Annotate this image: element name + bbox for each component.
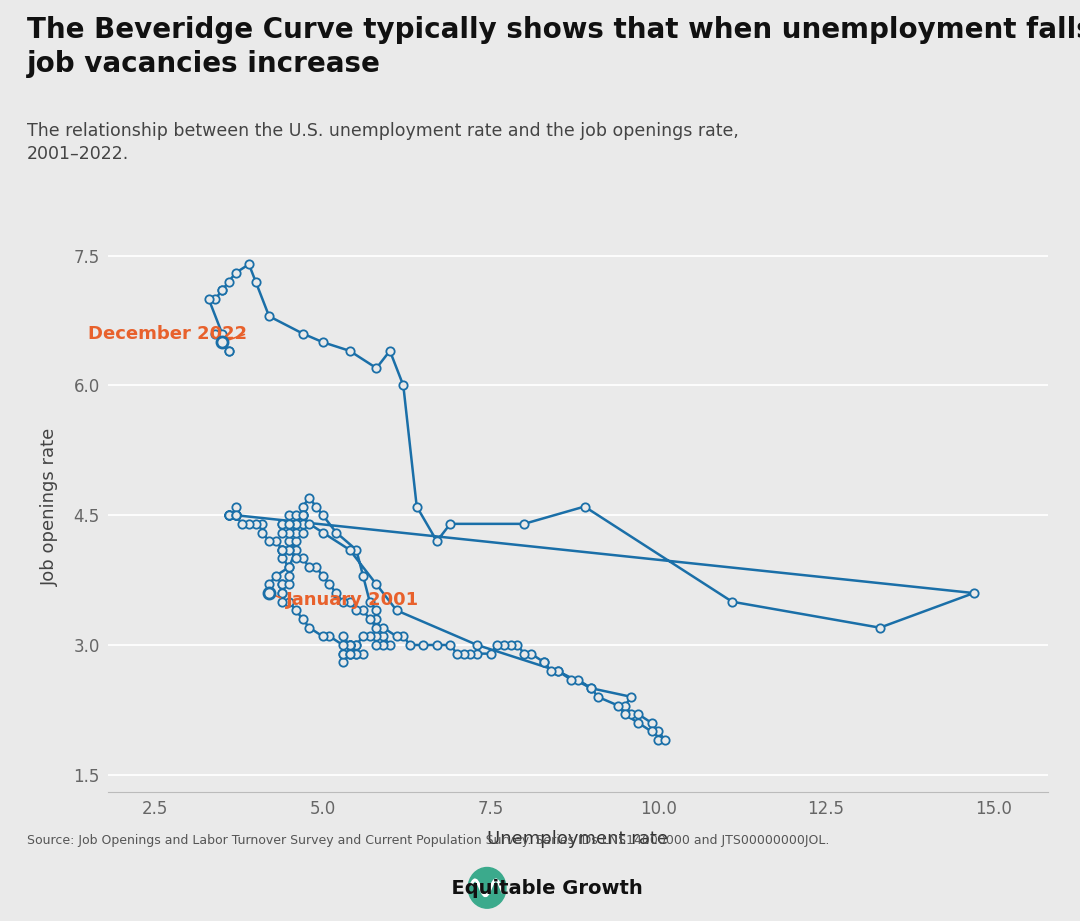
Text: The Beveridge Curve typically shows that when unemployment falls,
job vacancies : The Beveridge Curve typically shows that… bbox=[27, 17, 1080, 77]
Circle shape bbox=[469, 868, 505, 908]
Text: December 2022: December 2022 bbox=[87, 324, 247, 343]
X-axis label: Unemployment rate: Unemployment rate bbox=[487, 830, 669, 847]
Text: January 2001: January 2001 bbox=[272, 591, 419, 609]
Text: The relationship between the U.S. unemployment rate and the job openings rate,
2: The relationship between the U.S. unempl… bbox=[27, 122, 739, 163]
Text: Source: Job Openings and Labor Turnover Survey and Current Population Survey. Se: Source: Job Openings and Labor Turnover … bbox=[27, 834, 829, 846]
Text: Equitable Growth: Equitable Growth bbox=[437, 879, 643, 898]
Y-axis label: Job openings rate: Job openings rate bbox=[41, 427, 59, 586]
